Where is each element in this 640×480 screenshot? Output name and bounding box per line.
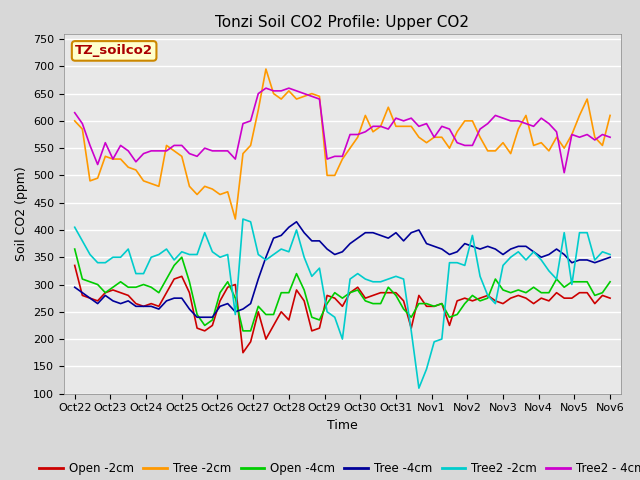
Tree -4cm	[568, 260, 576, 265]
Open -2cm	[239, 350, 247, 356]
Tree2 - 4cm	[147, 148, 155, 154]
Tree -2cm	[408, 123, 415, 129]
Tree -4cm	[591, 260, 598, 265]
Open -2cm	[583, 290, 591, 296]
Open -4cm	[339, 295, 346, 301]
Open -4cm	[239, 328, 247, 334]
Tree -2cm	[147, 181, 155, 187]
Title: Tonzi Soil CO2 Profile: Upper CO2: Tonzi Soil CO2 Profile: Upper CO2	[216, 15, 469, 30]
Tree2 - 4cm	[400, 118, 408, 124]
Tree2 - 4cm	[561, 170, 568, 176]
Line: Tree -4cm: Tree -4cm	[75, 222, 610, 317]
Tree -4cm	[147, 303, 155, 309]
Tree2 - 4cm	[71, 110, 79, 116]
Tree2 - 4cm	[262, 85, 269, 91]
Tree2 -2cm	[71, 224, 79, 230]
Tree -2cm	[606, 112, 614, 118]
X-axis label: Time: Time	[327, 419, 358, 432]
Tree2 - 4cm	[568, 132, 576, 137]
Tree -2cm	[86, 178, 94, 184]
Tree -4cm	[86, 295, 94, 301]
Text: TZ_soilco2: TZ_soilco2	[75, 44, 153, 58]
Tree -2cm	[262, 66, 269, 72]
Open -4cm	[400, 306, 408, 312]
Tree2 -2cm	[86, 252, 94, 257]
Open -2cm	[86, 295, 94, 301]
Tree2 -2cm	[415, 385, 423, 391]
Open -4cm	[86, 279, 94, 285]
Line: Tree2 - 4cm: Tree2 - 4cm	[75, 88, 610, 173]
Line: Tree -2cm: Tree -2cm	[75, 69, 610, 219]
Tree2 - 4cm	[591, 137, 598, 143]
Tree2 -2cm	[568, 282, 576, 288]
Open -4cm	[583, 279, 591, 285]
Tree2 - 4cm	[86, 143, 94, 148]
Tree2 -2cm	[606, 252, 614, 257]
Tree2 - 4cm	[339, 154, 346, 159]
Line: Open -2cm: Open -2cm	[75, 265, 610, 353]
Line: Open -4cm: Open -4cm	[75, 249, 610, 331]
Open -2cm	[71, 263, 79, 268]
Tree2 -2cm	[591, 257, 598, 263]
Open -2cm	[339, 303, 346, 309]
Open -2cm	[606, 295, 614, 301]
Open -4cm	[224, 279, 232, 285]
Open -4cm	[606, 279, 614, 285]
Line: Tree2 -2cm: Tree2 -2cm	[75, 219, 610, 388]
Open -4cm	[484, 295, 492, 301]
Open -2cm	[484, 292, 492, 298]
Tree -4cm	[193, 314, 201, 320]
Tree -4cm	[71, 284, 79, 290]
Tree -4cm	[346, 241, 354, 247]
Tree -2cm	[71, 118, 79, 124]
Tree2 -2cm	[239, 216, 247, 222]
Tree2 -2cm	[400, 276, 408, 282]
Tree -4cm	[292, 219, 300, 225]
Open -2cm	[400, 298, 408, 304]
Tree2 -2cm	[147, 254, 155, 260]
Open -2cm	[224, 284, 232, 290]
Tree -4cm	[606, 254, 614, 260]
Tree -4cm	[408, 230, 415, 236]
Tree -2cm	[568, 132, 576, 137]
Tree2 - 4cm	[606, 134, 614, 140]
Tree -2cm	[591, 134, 598, 140]
Tree -2cm	[232, 216, 239, 222]
Legend: Open -2cm, Tree -2cm, Open -4cm, Tree -4cm, Tree2 -2cm, Tree2 - 4cm: Open -2cm, Tree -2cm, Open -4cm, Tree -4…	[35, 457, 640, 480]
Y-axis label: Soil CO2 (ppm): Soil CO2 (ppm)	[15, 166, 28, 261]
Tree -2cm	[346, 145, 354, 151]
Open -4cm	[71, 246, 79, 252]
Tree2 -2cm	[339, 336, 346, 342]
